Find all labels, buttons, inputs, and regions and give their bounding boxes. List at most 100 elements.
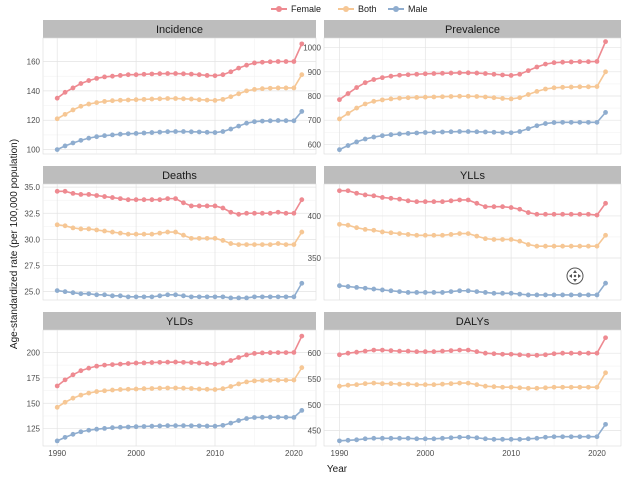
data-point bbox=[70, 395, 76, 401]
data-point bbox=[362, 381, 368, 387]
series-both bbox=[337, 221, 608, 249]
data-point bbox=[517, 385, 523, 391]
data-point bbox=[275, 294, 281, 300]
data-point bbox=[157, 423, 163, 429]
data-point bbox=[568, 243, 574, 249]
panel-strip bbox=[43, 20, 316, 38]
data-point bbox=[212, 387, 218, 392]
series-male bbox=[54, 109, 305, 152]
data-point bbox=[405, 435, 411, 441]
data-point bbox=[299, 109, 305, 114]
data-point bbox=[117, 293, 123, 299]
data-point bbox=[337, 383, 342, 389]
data-point bbox=[379, 347, 385, 353]
data-point bbox=[149, 197, 155, 203]
data-point bbox=[474, 129, 480, 135]
data-point bbox=[157, 293, 163, 299]
data-point bbox=[440, 129, 445, 135]
panel-title: YLLs bbox=[460, 170, 486, 182]
data-point bbox=[491, 237, 497, 242]
data-point bbox=[397, 95, 402, 101]
panel-title: Incidence bbox=[156, 24, 203, 36]
data-point bbox=[491, 95, 497, 101]
data-point bbox=[491, 351, 497, 357]
data-point bbox=[345, 284, 351, 289]
data-point bbox=[212, 361, 218, 367]
data-point bbox=[568, 84, 574, 90]
data-point bbox=[448, 129, 454, 135]
x-tick-label: 1990 bbox=[48, 449, 66, 458]
data-point bbox=[577, 292, 583, 298]
data-point bbox=[252, 378, 257, 384]
data-point bbox=[345, 91, 351, 96]
data-point bbox=[345, 188, 351, 194]
data-point bbox=[500, 351, 505, 357]
data-point bbox=[534, 64, 540, 70]
data-point bbox=[110, 293, 115, 299]
data-point bbox=[560, 292, 566, 298]
data-point bbox=[299, 407, 305, 413]
data-point bbox=[414, 130, 420, 136]
data-point bbox=[204, 97, 210, 103]
data-point bbox=[603, 370, 608, 376]
data-point bbox=[267, 350, 273, 356]
x-tick-label: 2000 bbox=[416, 449, 434, 458]
data-point bbox=[517, 238, 523, 244]
data-point bbox=[482, 290, 488, 295]
data-point bbox=[299, 229, 305, 235]
y-tick-label: 700 bbox=[308, 116, 322, 125]
data-point bbox=[397, 231, 402, 236]
data-point bbox=[62, 434, 68, 440]
data-point bbox=[551, 211, 557, 217]
data-point bbox=[594, 59, 600, 64]
data-point bbox=[141, 386, 147, 392]
legend-key-point bbox=[393, 6, 399, 12]
data-point bbox=[283, 210, 289, 216]
series-both bbox=[54, 365, 305, 410]
data-point bbox=[141, 71, 147, 77]
data-point bbox=[465, 129, 471, 134]
data-point bbox=[196, 423, 202, 429]
data-point bbox=[181, 232, 186, 238]
data-point bbox=[414, 95, 420, 100]
data-point bbox=[585, 84, 591, 90]
data-point bbox=[508, 237, 514, 242]
data-point bbox=[110, 425, 115, 431]
data-point bbox=[551, 60, 557, 66]
data-point bbox=[291, 294, 297, 300]
data-point bbox=[568, 434, 574, 440]
data-point bbox=[220, 129, 226, 134]
y-tick-label: 160 bbox=[27, 57, 41, 66]
data-point bbox=[414, 232, 420, 238]
data-point bbox=[388, 132, 394, 138]
panel-title: Prevalence bbox=[445, 24, 500, 36]
data-point bbox=[220, 386, 226, 392]
data-point bbox=[525, 352, 531, 358]
data-point bbox=[267, 294, 273, 300]
data-point bbox=[525, 242, 531, 247]
panel-strip bbox=[324, 20, 621, 38]
data-point bbox=[371, 286, 377, 292]
recenter-icon[interactable] bbox=[566, 267, 584, 285]
data-point bbox=[299, 197, 305, 203]
data-point bbox=[422, 94, 428, 100]
data-point bbox=[585, 59, 591, 65]
y-tick-label: 100 bbox=[27, 146, 41, 155]
data-point bbox=[62, 143, 68, 149]
data-point bbox=[517, 95, 523, 101]
data-point bbox=[244, 120, 249, 126]
data-point bbox=[431, 199, 437, 205]
data-point bbox=[86, 365, 92, 371]
data-point bbox=[379, 287, 385, 293]
data-point bbox=[117, 196, 123, 202]
panel-ylds: YLDs 1990 2000 2010 2020 125 150 175 200 bbox=[27, 312, 317, 458]
data-point bbox=[291, 350, 297, 355]
data-point bbox=[236, 242, 242, 248]
data-point bbox=[173, 229, 178, 235]
data-point bbox=[534, 352, 540, 358]
data-point bbox=[228, 295, 234, 301]
data-point bbox=[110, 98, 115, 104]
data-point bbox=[379, 435, 385, 441]
y-tick-label: 900 bbox=[308, 68, 322, 77]
data-point bbox=[422, 436, 428, 442]
